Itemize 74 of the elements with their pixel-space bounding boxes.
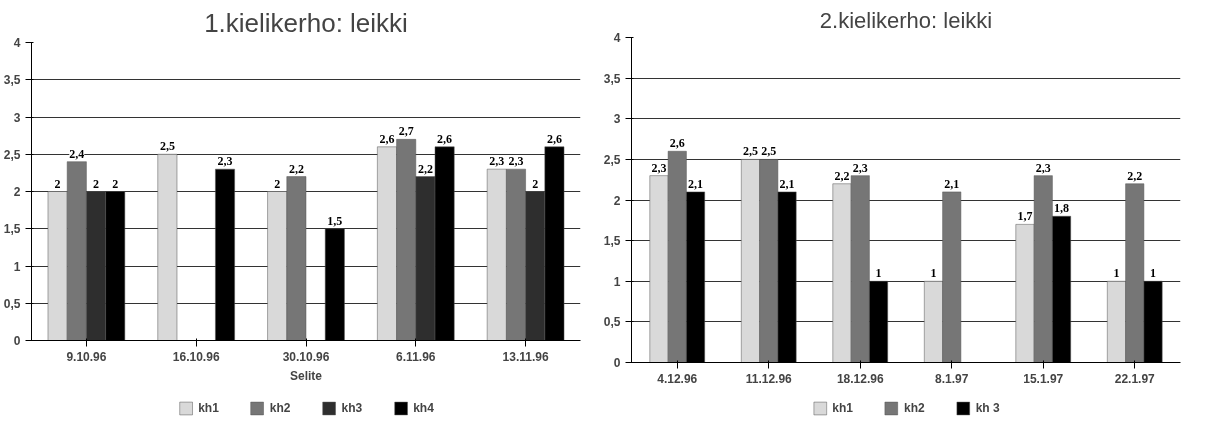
y-tick-label: 1,5 bbox=[3, 222, 21, 237]
data-label: 1 bbox=[930, 266, 937, 281]
y-tick-label: 3 bbox=[13, 110, 21, 125]
y-tick-label: 3 bbox=[613, 112, 621, 127]
x-tick-label: 6.11.96 bbox=[396, 349, 436, 364]
legend-label: kh2 bbox=[269, 400, 291, 415]
y-tick-label: 1 bbox=[613, 274, 621, 289]
data-label: 2 bbox=[532, 176, 539, 191]
x-tick-label: 13.11.96 bbox=[502, 349, 549, 364]
x-tick-label: 4.12.96 bbox=[657, 371, 698, 386]
data-label: 2 bbox=[112, 176, 119, 191]
data-label: 2,5 bbox=[159, 139, 175, 154]
y-tick-label: 4 bbox=[13, 36, 21, 50]
data-label: 2 bbox=[54, 176, 61, 191]
y-tick-label: 3,5 bbox=[603, 71, 621, 86]
data-label: 2 bbox=[274, 176, 281, 191]
chart-title: 2.kielikerho: leikki bbox=[819, 7, 993, 33]
data-label: 2 bbox=[93, 176, 100, 191]
data-label: 2,6 bbox=[437, 131, 453, 146]
x-tick-label: 15.1.97 bbox=[1023, 371, 1064, 386]
data-label: 2,2 bbox=[288, 161, 304, 176]
y-tick-label: 0 bbox=[613, 356, 621, 370]
x-axis-title: Selite bbox=[289, 368, 323, 383]
y-tick-label: 0 bbox=[13, 334, 21, 348]
x-tick-label: 22.1.97 bbox=[1114, 371, 1156, 386]
data-label: 2,5 bbox=[761, 144, 777, 159]
x-tick-label: 11.12.96 bbox=[745, 371, 793, 386]
data-label: 2,5 bbox=[742, 144, 758, 159]
data-label: 1 bbox=[875, 266, 882, 281]
data-label: 2,6 bbox=[546, 131, 562, 146]
data-label: 1,5 bbox=[327, 213, 343, 228]
data-label: 2,7 bbox=[398, 124, 414, 139]
data-label: 2,2 bbox=[417, 161, 433, 176]
data-label: 2,2 bbox=[834, 168, 850, 183]
legend-label: kh2 bbox=[903, 400, 925, 415]
x-tick-label: 16.10.96 bbox=[172, 349, 220, 364]
x-tick-label: 30.10.96 bbox=[282, 349, 330, 364]
y-tick-label: 2,5 bbox=[3, 147, 21, 162]
legend-label: kh1 bbox=[832, 400, 853, 415]
data-label: 1,7 bbox=[1017, 209, 1033, 224]
x-tick-label: 18.12.96 bbox=[836, 371, 884, 386]
data-label: 2,6 bbox=[669, 136, 685, 151]
chart-title: 1.kielikerho: leikki bbox=[204, 7, 408, 38]
y-tick-label: 1,5 bbox=[603, 234, 621, 249]
legend-label: kh 3 bbox=[975, 400, 1000, 415]
data-label: 2,3 bbox=[651, 160, 667, 175]
data-label: 2,3 bbox=[217, 154, 233, 169]
data-label: 2,4 bbox=[69, 146, 85, 161]
legend-label: kh4 bbox=[413, 400, 434, 415]
data-label: 2,3 bbox=[1035, 160, 1051, 175]
data-label: 1,8 bbox=[1054, 201, 1070, 216]
y-tick-label: 2,5 bbox=[603, 152, 621, 167]
legend-label: kh3 bbox=[341, 400, 363, 415]
x-tick-label: 9.10.96 bbox=[66, 349, 107, 364]
y-tick-label: 2 bbox=[613, 193, 621, 208]
y-tick-label: 0,5 bbox=[603, 315, 621, 330]
data-label: 2,3 bbox=[508, 154, 524, 169]
data-label: 2,2 bbox=[1127, 168, 1143, 183]
data-label: 1 bbox=[1150, 266, 1157, 281]
x-tick-label: 8.1.97 bbox=[935, 371, 969, 386]
data-label: 2,1 bbox=[779, 176, 795, 191]
y-tick-label: 0,5 bbox=[3, 296, 21, 311]
legend-label: kh1 bbox=[198, 400, 219, 415]
data-label: 2,1 bbox=[688, 176, 704, 191]
data-label: 1 bbox=[1113, 266, 1120, 281]
y-tick-label: 4 bbox=[613, 31, 621, 45]
data-label: 2,6 bbox=[379, 131, 395, 146]
y-tick-label: 3,5 bbox=[3, 73, 21, 88]
bar bbox=[157, 154, 178, 341]
data-label: 2,3 bbox=[489, 154, 505, 169]
data-label: 2,1 bbox=[944, 176, 960, 191]
y-tick-label: 2 bbox=[13, 185, 21, 199]
data-label: 2,3 bbox=[852, 160, 868, 175]
y-tick-label: 1 bbox=[13, 259, 21, 274]
